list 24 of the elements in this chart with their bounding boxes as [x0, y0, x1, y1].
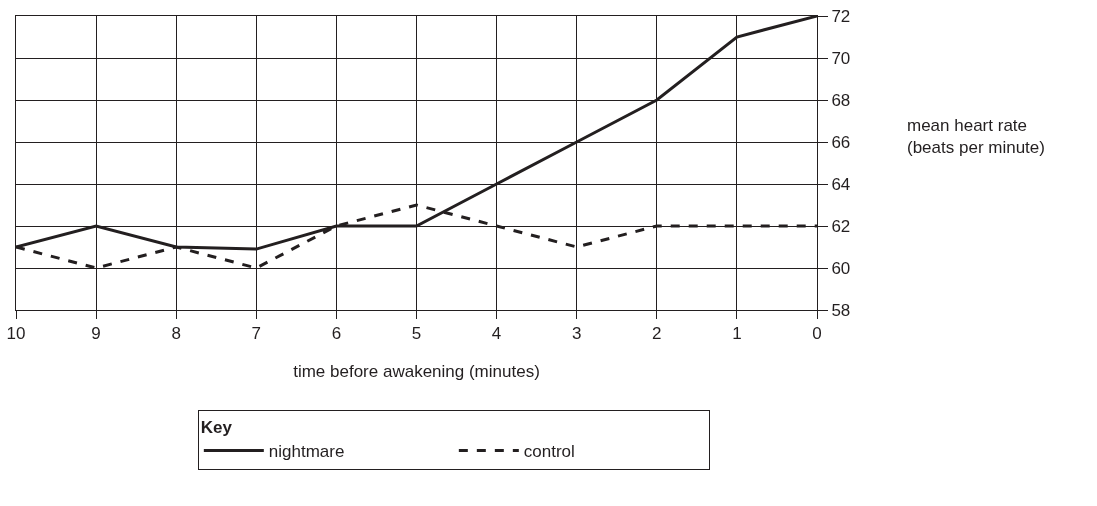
x-tick-label: 9: [91, 324, 101, 344]
legend-label: control: [523, 442, 575, 462]
x-tick-label: 6: [331, 324, 342, 344]
y-tick-label: 62: [831, 216, 851, 236]
y-tick-label: 66: [831, 132, 851, 152]
y-tick-label: 64: [831, 174, 851, 194]
x-tick-label: 7: [251, 324, 262, 344]
y-tick-label: 60: [831, 258, 851, 278]
x-tick-label: 3: [571, 324, 582, 344]
x-tick-label: 8: [171, 324, 181, 344]
legend-title: Key: [200, 418, 233, 438]
y-tick-label: 68: [831, 90, 851, 110]
y-axis-title: mean heart rate (beats per minute): [907, 116, 1045, 158]
x-axis-title: time before awakening (minutes): [293, 361, 540, 381]
x-tick-label: 4: [491, 324, 502, 344]
x-tick-label: 10: [6, 324, 26, 344]
y-tick-label: 70: [831, 48, 851, 68]
x-tick-label: 2: [652, 324, 662, 344]
x-tick-label: 0: [812, 324, 822, 344]
y-tick-label: 72: [831, 6, 851, 26]
legend-label: nightmare: [268, 442, 345, 462]
x-tick-label: 5: [411, 324, 422, 344]
x-tick-label: 1: [732, 324, 742, 344]
y-tick-label: 58: [831, 300, 851, 320]
